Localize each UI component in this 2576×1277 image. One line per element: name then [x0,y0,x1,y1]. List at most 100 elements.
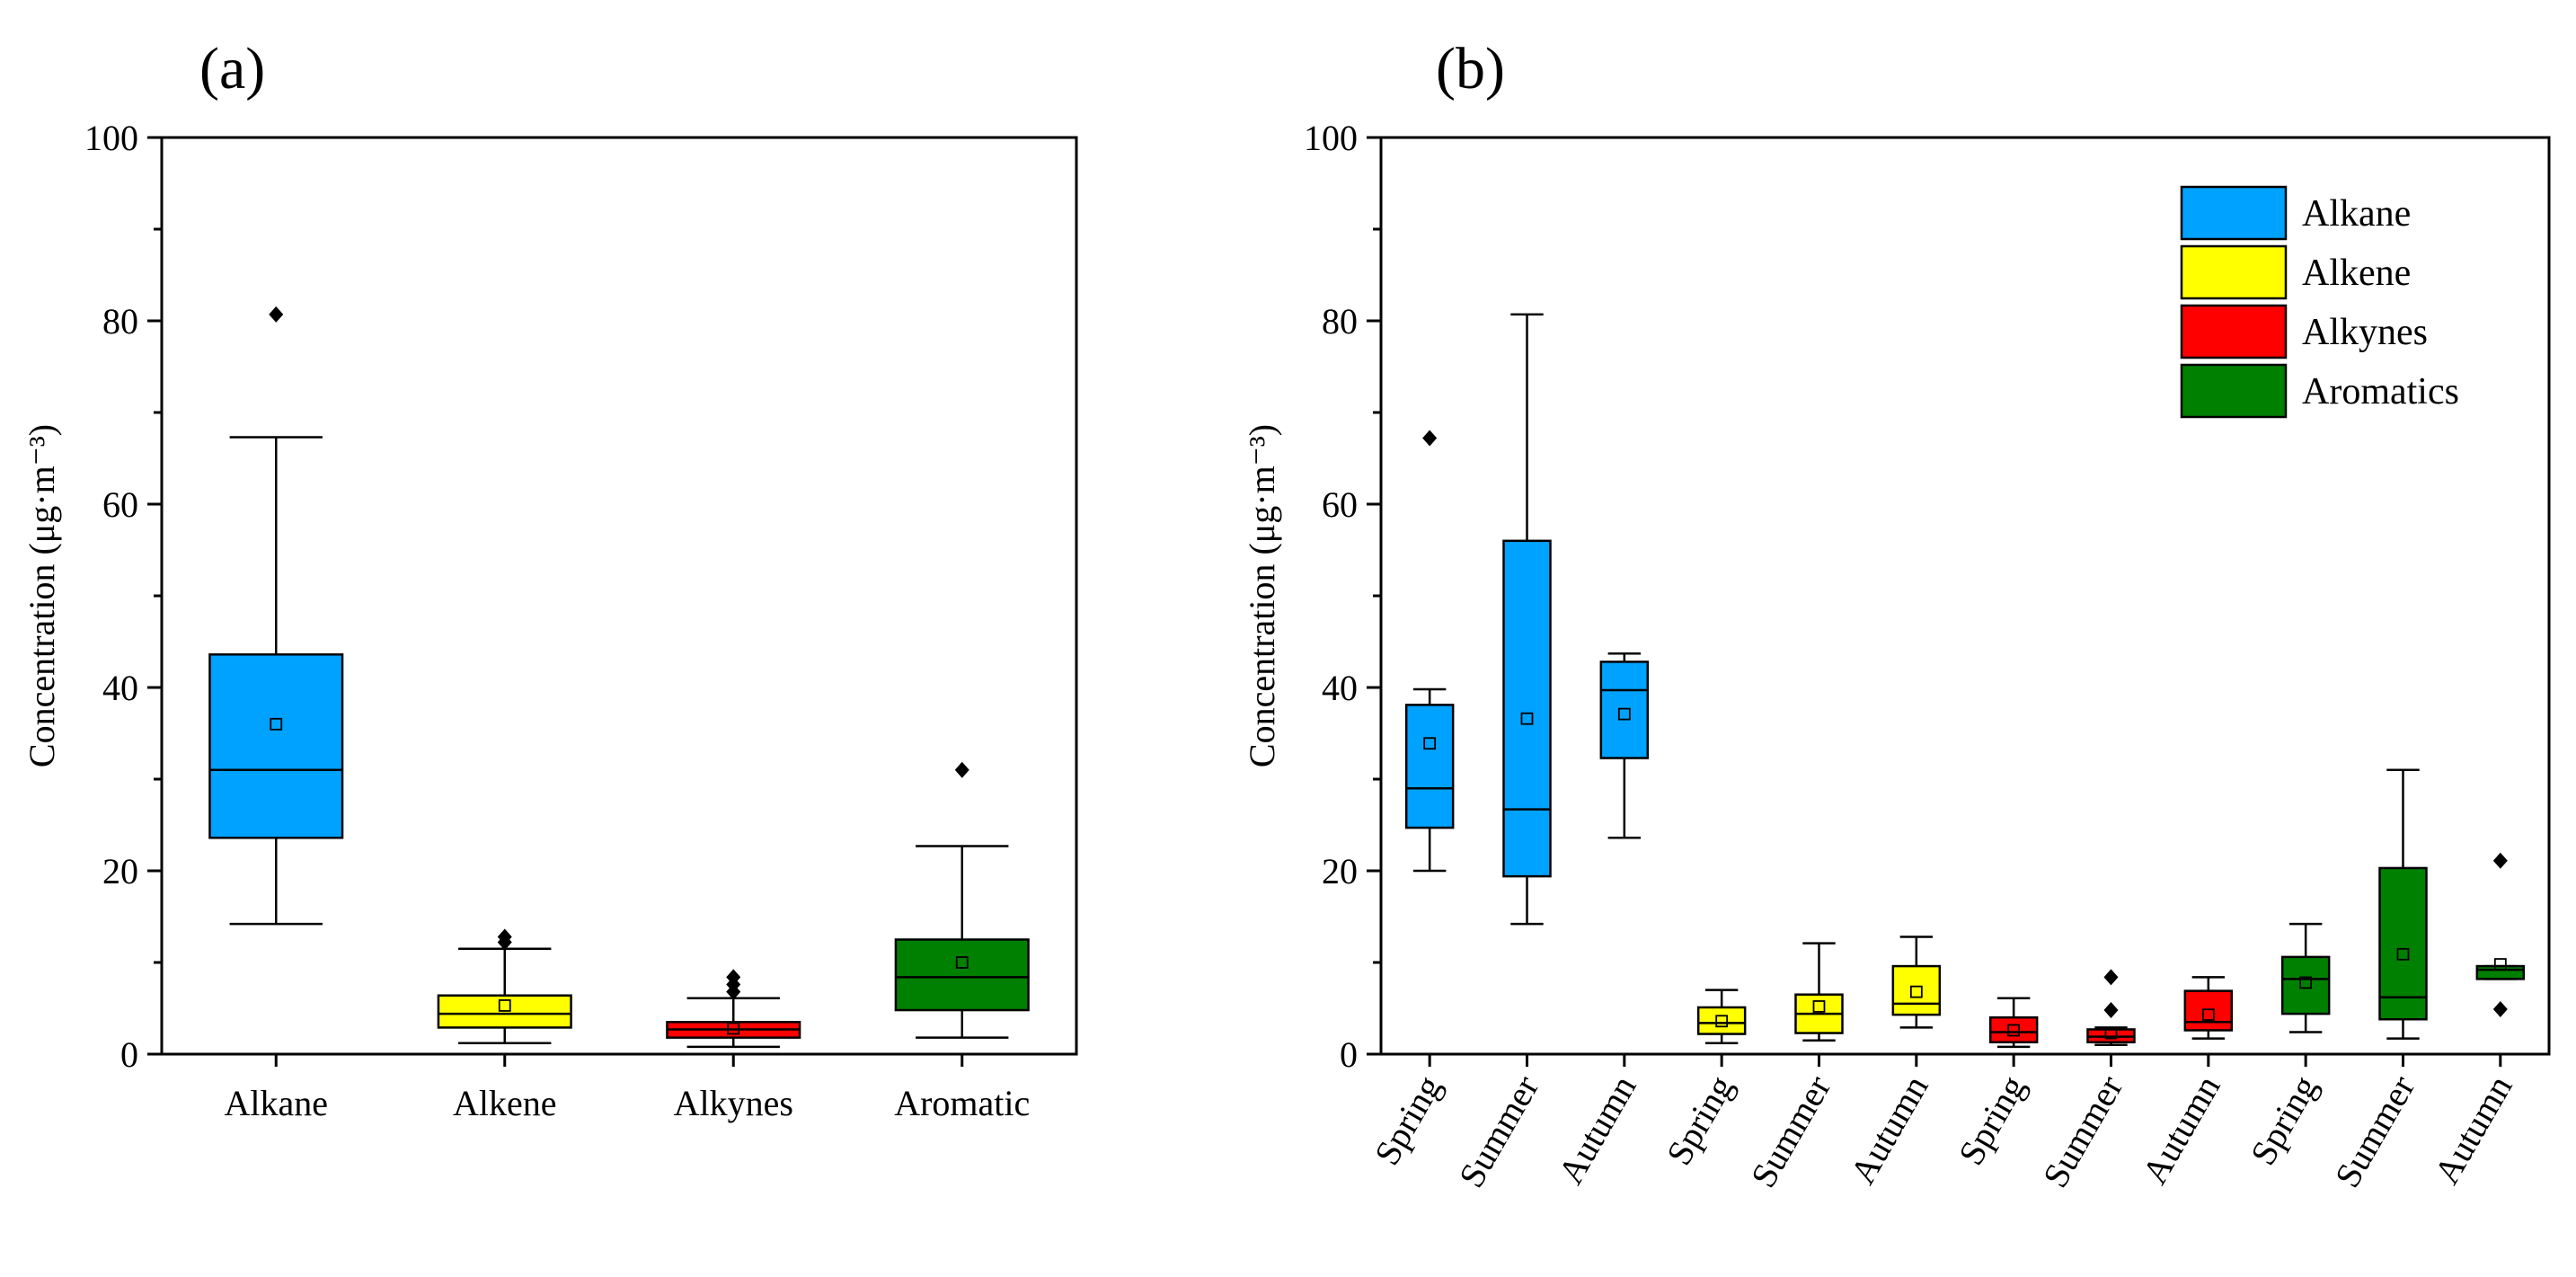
mean-marker [1423,737,1437,750]
outlier-point [1422,430,1438,447]
y-tick-label: 60 [102,484,138,525]
mean-marker [1617,707,1631,721]
legend-swatch [2180,363,2288,419]
box-alkane-summer [1502,313,1552,926]
mean-marker [2396,947,2410,961]
mean-marker [2493,958,2507,971]
y-tick-label: 0 [1340,1034,1358,1075]
outlier-point [2103,969,2119,986]
legend-swatch [2180,185,2288,241]
x-tick-label: Spring [2243,1069,2325,1172]
legend-label: Alkynes [2302,312,2428,353]
box-alkane-alkane [208,306,344,926]
x-tick-label: Spring [1951,1069,2033,1172]
mean-marker [2104,1026,2118,1040]
box-iqr [2183,989,2234,1032]
box-iqr [1599,661,1650,759]
box-iqr [2378,866,2428,1021]
legend-swatch [2180,304,2288,359]
panel-a: (a) 0 20 40 60 80 100 Alkane Alkene Alkynes Aroma… [22,36,1078,1123]
x-tick-label: Autumn [2134,1069,2228,1191]
y-tick-label: 40 [102,668,138,708]
x-tick-label: Autumn [2426,1069,2520,1191]
y-tick-label: 40 [1322,668,1358,708]
legend-item-alkane: Alkane [2180,185,2411,241]
mean-marker [955,956,969,969]
box-iqr [894,938,1030,1012]
panel-b-y-axis-title: Concentration (μg·m⁻³) [1242,424,1282,767]
panel-a-label: (a) [199,36,265,102]
box-iqr [1696,1006,1747,1035]
x-tick-label: Autumn [1842,1069,1936,1191]
x-tick-label: Summer [1451,1069,1547,1194]
x-tick-label: Alkane [224,1083,328,1123]
mean-marker [1520,712,1534,725]
legend-item-alkynes: Alkynes [2180,304,2428,359]
box-iqr [1891,964,1942,1016]
y-tick-label: 20 [102,851,138,891]
x-tick-label: Summer [1743,1069,1839,1194]
x-tick-label: Summer [2327,1069,2423,1194]
x-tick-label: Summer [2035,1069,2131,1194]
legend-swatch [2180,244,2288,300]
outlier-point [2103,1002,2119,1019]
box-aromatics-spring [2280,922,2331,1033]
outlier-point [2492,852,2508,869]
outlier-point [726,969,741,986]
box-iqr [2280,955,2331,1015]
box-alkynes-alkynes [666,969,801,1049]
box-iqr [1502,539,1552,878]
outlier-point [2492,1001,2508,1018]
y-tick-label: 60 [1322,484,1358,525]
legend-item-aromatics: Aromatics [2180,363,2459,419]
outlier-point [269,306,284,323]
box-alkene-spring [1696,989,1747,1045]
x-tick-label: Autumn [1550,1069,1644,1191]
box-aromatics-autumn [2475,852,2526,1018]
legend-label: Alkane [2302,193,2411,235]
x-tick-label: Aromatic [894,1083,1030,1123]
y-tick-label: 80 [102,301,138,341]
legend: Alkane Alkene Alkynes Aromatics [2180,185,2459,419]
panel-a-plot: 0 20 40 60 80 100 Alkane Alkene Alkynes Aromatic [84,118,1030,1123]
box-alkynes-summer [2086,969,2136,1047]
outlier-point [497,928,512,945]
mean-marker [2007,1024,2021,1037]
panel-a-y-axis-title-text: Concentration (μg·m⁻³) [22,424,62,767]
box-iqr [208,653,344,839]
box-aromatics-aromatic [894,761,1030,1039]
panel-a-y-axis-title: Concentration (μg·m⁻³) [22,424,62,767]
outlier-point [954,761,969,778]
mean-marker [1812,1000,1826,1013]
mean-marker [1909,985,1923,998]
x-tick-label: Spring [1367,1069,1449,1172]
box-alkane-spring [1404,430,1455,873]
box-iqr [1988,1015,2039,1043]
box-iqr [1404,704,1455,829]
legend-label: Aromatics [2302,371,2459,412]
mean-marker [2201,1008,2215,1022]
x-tick-label: Alkene [453,1083,557,1123]
y-tick-label: 100 [1304,118,1358,158]
box-alkane-autumn [1599,652,1650,839]
legend-item-alkene: Alkene [2180,244,2411,300]
mean-marker [1715,1015,1729,1028]
x-tick-label: Alkynes [674,1083,793,1123]
mean-marker [2299,976,2313,989]
box-alkene-autumn [1891,936,1942,1029]
legend-label: Alkene [2302,253,2411,294]
x-tick-label: Spring [1659,1069,1741,1172]
box-alkene-alkene [437,928,572,1045]
panel-b-y-axis-title-text: Concentration (μg·m⁻³) [1242,424,1282,767]
box-alkynes-spring [1988,997,2039,1049]
box-alkene-summer [1794,942,1844,1042]
y-tick-label: 20 [1322,851,1358,891]
y-tick-label: 0 [120,1034,138,1075]
panel-b-label: (b) [1436,36,1505,102]
mean-marker [727,1022,740,1035]
mean-marker [270,717,283,731]
box-iqr [2475,964,2526,980]
panel-a-frame [160,136,1078,1056]
